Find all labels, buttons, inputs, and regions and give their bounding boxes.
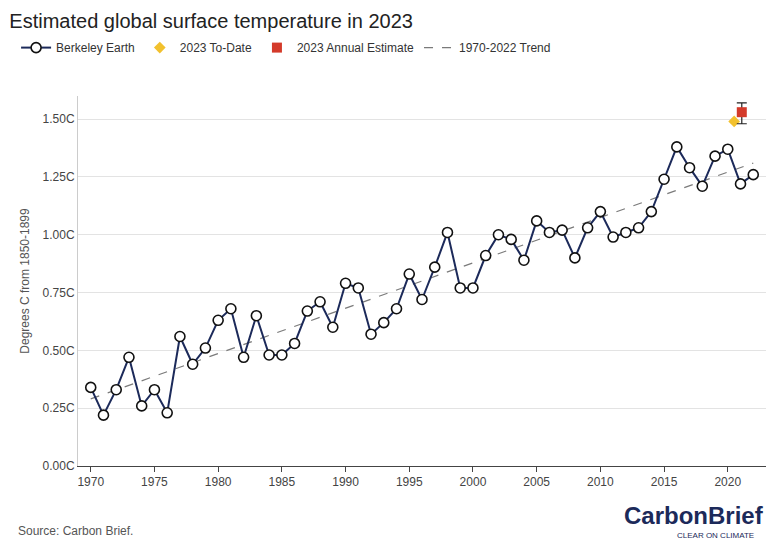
svg-text:0.75C: 0.75C: [43, 286, 75, 300]
svg-text:1.50C: 1.50C: [43, 112, 75, 126]
svg-text:0.25C: 0.25C: [43, 401, 75, 415]
svg-text:1970: 1970: [77, 475, 104, 489]
svg-text:Degrees C from 1850-1899: Degrees C from 1850-1899: [18, 208, 32, 354]
svg-text:1975: 1975: [141, 475, 168, 489]
svg-text:1980: 1980: [205, 475, 232, 489]
svg-text:Berkeley Earth: Berkeley Earth: [56, 41, 135, 55]
svg-text:1985: 1985: [268, 475, 295, 489]
svg-text:Estimated global surface tempe: Estimated global surface temperature in …: [9, 10, 413, 32]
svg-text:1990: 1990: [332, 475, 359, 489]
svg-text:1970-2022 Trend: 1970-2022 Trend: [459, 41, 550, 55]
svg-text:CLEAR ON CLIMATE: CLEAR ON CLIMATE: [677, 531, 754, 540]
svg-text:1.25C: 1.25C: [43, 170, 75, 184]
svg-text:CarbonBrief: CarbonBrief: [624, 502, 764, 529]
svg-text:1.00C: 1.00C: [43, 228, 75, 242]
svg-text:2023 To-Date: 2023 To-Date: [180, 41, 252, 55]
svg-text:2010: 2010: [587, 475, 614, 489]
svg-text:2020: 2020: [714, 475, 741, 489]
svg-text:Source: Carbon Brief.: Source: Carbon Brief.: [18, 524, 133, 538]
svg-text:2015: 2015: [651, 475, 678, 489]
svg-text:2000: 2000: [460, 475, 487, 489]
svg-text:1995: 1995: [396, 475, 423, 489]
svg-text:2023 Annual Estimate: 2023 Annual Estimate: [297, 41, 414, 55]
svg-text:0.50C: 0.50C: [43, 344, 75, 358]
svg-text:2005: 2005: [523, 475, 550, 489]
svg-text:0.00C: 0.00C: [43, 459, 75, 473]
